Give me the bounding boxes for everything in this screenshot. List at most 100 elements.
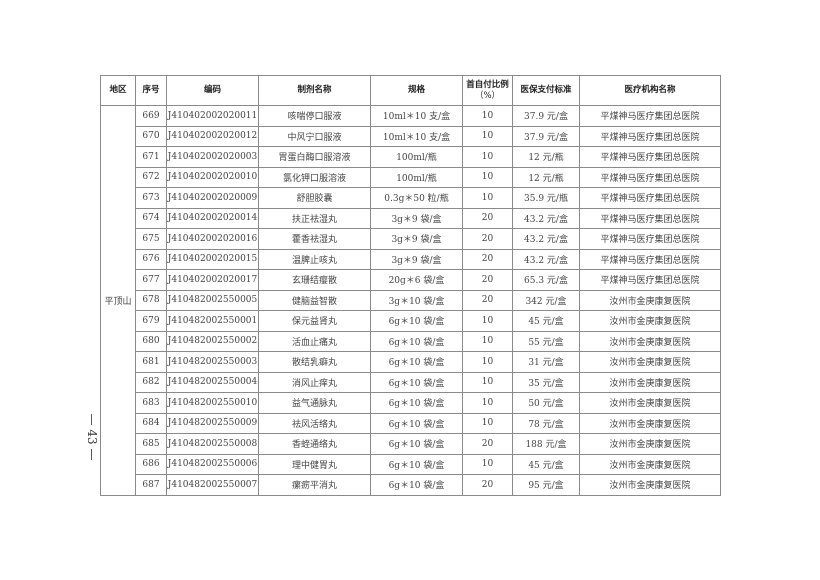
header-ratio-line1: 首自付比例 bbox=[466, 79, 509, 90]
cell-price: 31 元/盒 bbox=[512, 351, 580, 373]
cell-spec: 6g＊10 袋/盒 bbox=[370, 310, 463, 332]
cell-ratio: 20 bbox=[462, 289, 513, 311]
cell-spec: 6g＊10 袋/盒 bbox=[370, 433, 463, 455]
cell-institution: 平煤神马医疗集团总医院 bbox=[579, 146, 721, 168]
cell-price: 55 元/盒 bbox=[512, 330, 580, 352]
cell-serial: 674 bbox=[135, 207, 167, 229]
cell-code: J410402002020015 bbox=[166, 248, 259, 270]
cell-serial: 672 bbox=[135, 166, 167, 188]
table-row: 平顶山 669 J410402002020011 咳喘停口服液 10ml＊10 支/盒 1… bbox=[100, 105, 721, 496]
table-row: 671 J410402002020003 胃蛋白酶口服溶液 100ml/瓶 10 12 元… bbox=[101, 146, 721, 168]
cell-institution: 汝州市金庚康复医院 bbox=[579, 433, 721, 455]
cell-ratio: 10 bbox=[462, 330, 513, 352]
cell-code: J410402002020014 bbox=[166, 207, 259, 229]
table-row: 670 J410402002020012 中风宁口服液 10ml＊10 支/盒 10 37… bbox=[101, 125, 721, 147]
cell-ratio: 10 bbox=[462, 351, 513, 373]
table-row: 674 J410402002020014 扶正祛湿丸 3g＊9 袋/盒 20 43.2 元… bbox=[101, 207, 721, 229]
cell-spec: 6g＊10 袋/盒 bbox=[370, 330, 463, 352]
cell-price: 188 元/盒 bbox=[512, 433, 580, 455]
cell-price: 342 元/盒 bbox=[512, 289, 580, 311]
cell-ratio: 10 bbox=[462, 187, 513, 209]
cell-name: 理中健胃丸 bbox=[258, 453, 371, 475]
cell-name: 消风止痒丸 bbox=[258, 371, 371, 393]
cell-serial: 687 bbox=[135, 474, 167, 496]
cell-name: 瘰疬平消丸 bbox=[258, 474, 371, 496]
cell-code: J410482002550006 bbox=[166, 453, 259, 475]
cell-name: 藿香祛湿丸 bbox=[258, 228, 371, 250]
cell-spec: 6g＊10 袋/盒 bbox=[370, 412, 463, 434]
table-header: 地区 序号 编码 制剂名称 规格 首自付比例 （%） 医保支付标准 医疗机构名称 bbox=[100, 75, 721, 106]
cell-serial: 678 bbox=[135, 289, 167, 311]
cell-code: J410482002550010 bbox=[166, 392, 259, 414]
cell-institution: 平煤神马医疗集团总医院 bbox=[579, 166, 721, 188]
cell-institution: 汝州市金庚康复医院 bbox=[579, 371, 721, 393]
cell-spec: 20g＊6 袋/盒 bbox=[370, 269, 463, 291]
cell-price: 43.2 元/盒 bbox=[512, 228, 580, 250]
cell-serial: 677 bbox=[135, 269, 167, 291]
cell-ratio: 10 bbox=[462, 125, 513, 147]
cell-institution: 平煤神马医疗集团总医院 bbox=[579, 248, 721, 270]
header-region: 地区 bbox=[100, 75, 136, 106]
cell-institution: 平煤神马医疗集团总医院 bbox=[579, 105, 721, 127]
header-price: 医保支付标准 bbox=[512, 75, 580, 106]
cell-code: J410402002020017 bbox=[166, 269, 259, 291]
cell-price: 95 元/盒 bbox=[512, 474, 580, 496]
table-row: 673 J410402002020009 舒胆胶囊 0.3g＊50 粒/瓶 10 35.9… bbox=[101, 187, 721, 209]
cell-spec: 3g＊9 袋/盒 bbox=[370, 248, 463, 270]
table-row: 683 J410482002550010 益气通脉丸 6g＊10 袋/盒 10 50 元/… bbox=[101, 392, 721, 414]
cell-name: 扶正祛湿丸 bbox=[258, 207, 371, 229]
cell-price: 35 元/盒 bbox=[512, 371, 580, 393]
cell-name: 活血止痛丸 bbox=[258, 330, 371, 352]
cell-code: J410402002020003 bbox=[166, 146, 259, 168]
cell-serial: 680 bbox=[135, 330, 167, 352]
cell-ratio: 10 bbox=[462, 453, 513, 475]
cell-code: J410482002550009 bbox=[166, 412, 259, 434]
cell-institution: 汝州市金庚康复医院 bbox=[579, 474, 721, 496]
cell-ratio: 20 bbox=[462, 433, 513, 455]
cell-serial: 679 bbox=[135, 310, 167, 332]
cell-ratio: 10 bbox=[462, 105, 513, 127]
table-row: 687 J410482002550007 瘰疬平消丸 6g＊10 袋/盒 20 95 元/… bbox=[101, 474, 721, 496]
cell-price: 45 元/盒 bbox=[512, 453, 580, 475]
drug-table: 地区 序号 编码 制剂名称 规格 首自付比例 （%） 医保支付标准 医疗机构名称 … bbox=[100, 75, 721, 496]
header-spec: 规格 bbox=[370, 75, 463, 106]
cell-ratio: 20 bbox=[462, 474, 513, 496]
cell-serial: 686 bbox=[135, 453, 167, 475]
page-number: — 43 — bbox=[85, 413, 99, 461]
cell-code: J410402002020009 bbox=[166, 187, 259, 209]
cell-spec: 3g＊9 袋/盒 bbox=[370, 207, 463, 229]
cell-serial: 681 bbox=[135, 351, 167, 373]
cell-name: 祛风活络丸 bbox=[258, 412, 371, 434]
table-row: 681 J410482002550003 散结乳癖丸 6g＊10 袋/盒 10 31 元/… bbox=[101, 351, 721, 373]
cell-code: J410482002550005 bbox=[166, 289, 259, 311]
cell-institution: 平煤神马医疗集团总医院 bbox=[579, 228, 721, 250]
cell-name: 胃蛋白酶口服溶液 bbox=[258, 146, 371, 168]
cell-price: 12 元/瓶 bbox=[512, 166, 580, 188]
cell-code: J410482002550007 bbox=[166, 474, 259, 496]
cell-name: 香蛭通络丸 bbox=[258, 433, 371, 455]
cell-ratio: 10 bbox=[462, 310, 513, 332]
cell-institution: 平煤神马医疗集团总医院 bbox=[579, 187, 721, 209]
cell-name: 中风宁口服液 bbox=[258, 125, 371, 147]
header-ratio: 首自付比例 （%） bbox=[462, 75, 513, 106]
cell-price: 37.9 元/盒 bbox=[512, 105, 580, 127]
cell-name: 氯化钾口服溶液 bbox=[258, 166, 371, 188]
cell-ratio: 20 bbox=[462, 228, 513, 250]
cell-code: J410482002550001 bbox=[166, 310, 259, 332]
cell-code: J410402002020012 bbox=[166, 125, 259, 147]
cell-spec: 6g＊10 袋/盒 bbox=[370, 392, 463, 414]
cell-code: J410402002020011 bbox=[166, 105, 259, 127]
cell-spec: 0.3g＊50 粒/瓶 bbox=[370, 187, 463, 209]
cell-name: 咳喘停口服液 bbox=[258, 105, 371, 127]
cell-spec: 10ml＊10 支/盒 bbox=[370, 125, 463, 147]
cell-institution: 汝州市金庚康复医院 bbox=[579, 351, 721, 373]
table-row: 677 J410402002020017 玄珊结瘿散 20g＊6 袋/盒 20 65.3 … bbox=[101, 269, 721, 291]
table-row: 672 J410402002020010 氯化钾口服溶液 100ml/瓶 10 12 元/… bbox=[101, 166, 721, 188]
cell-code: J410402002020016 bbox=[166, 228, 259, 250]
table-row: 686 J410482002550006 理中健胃丸 6g＊10 袋/盒 10 45 元/… bbox=[101, 453, 721, 475]
cell-institution: 汝州市金庚康复医院 bbox=[579, 310, 721, 332]
cell-ratio: 10 bbox=[462, 371, 513, 393]
header-institution: 医疗机构名称 bbox=[579, 75, 721, 106]
cell-serial: 671 bbox=[135, 146, 167, 168]
